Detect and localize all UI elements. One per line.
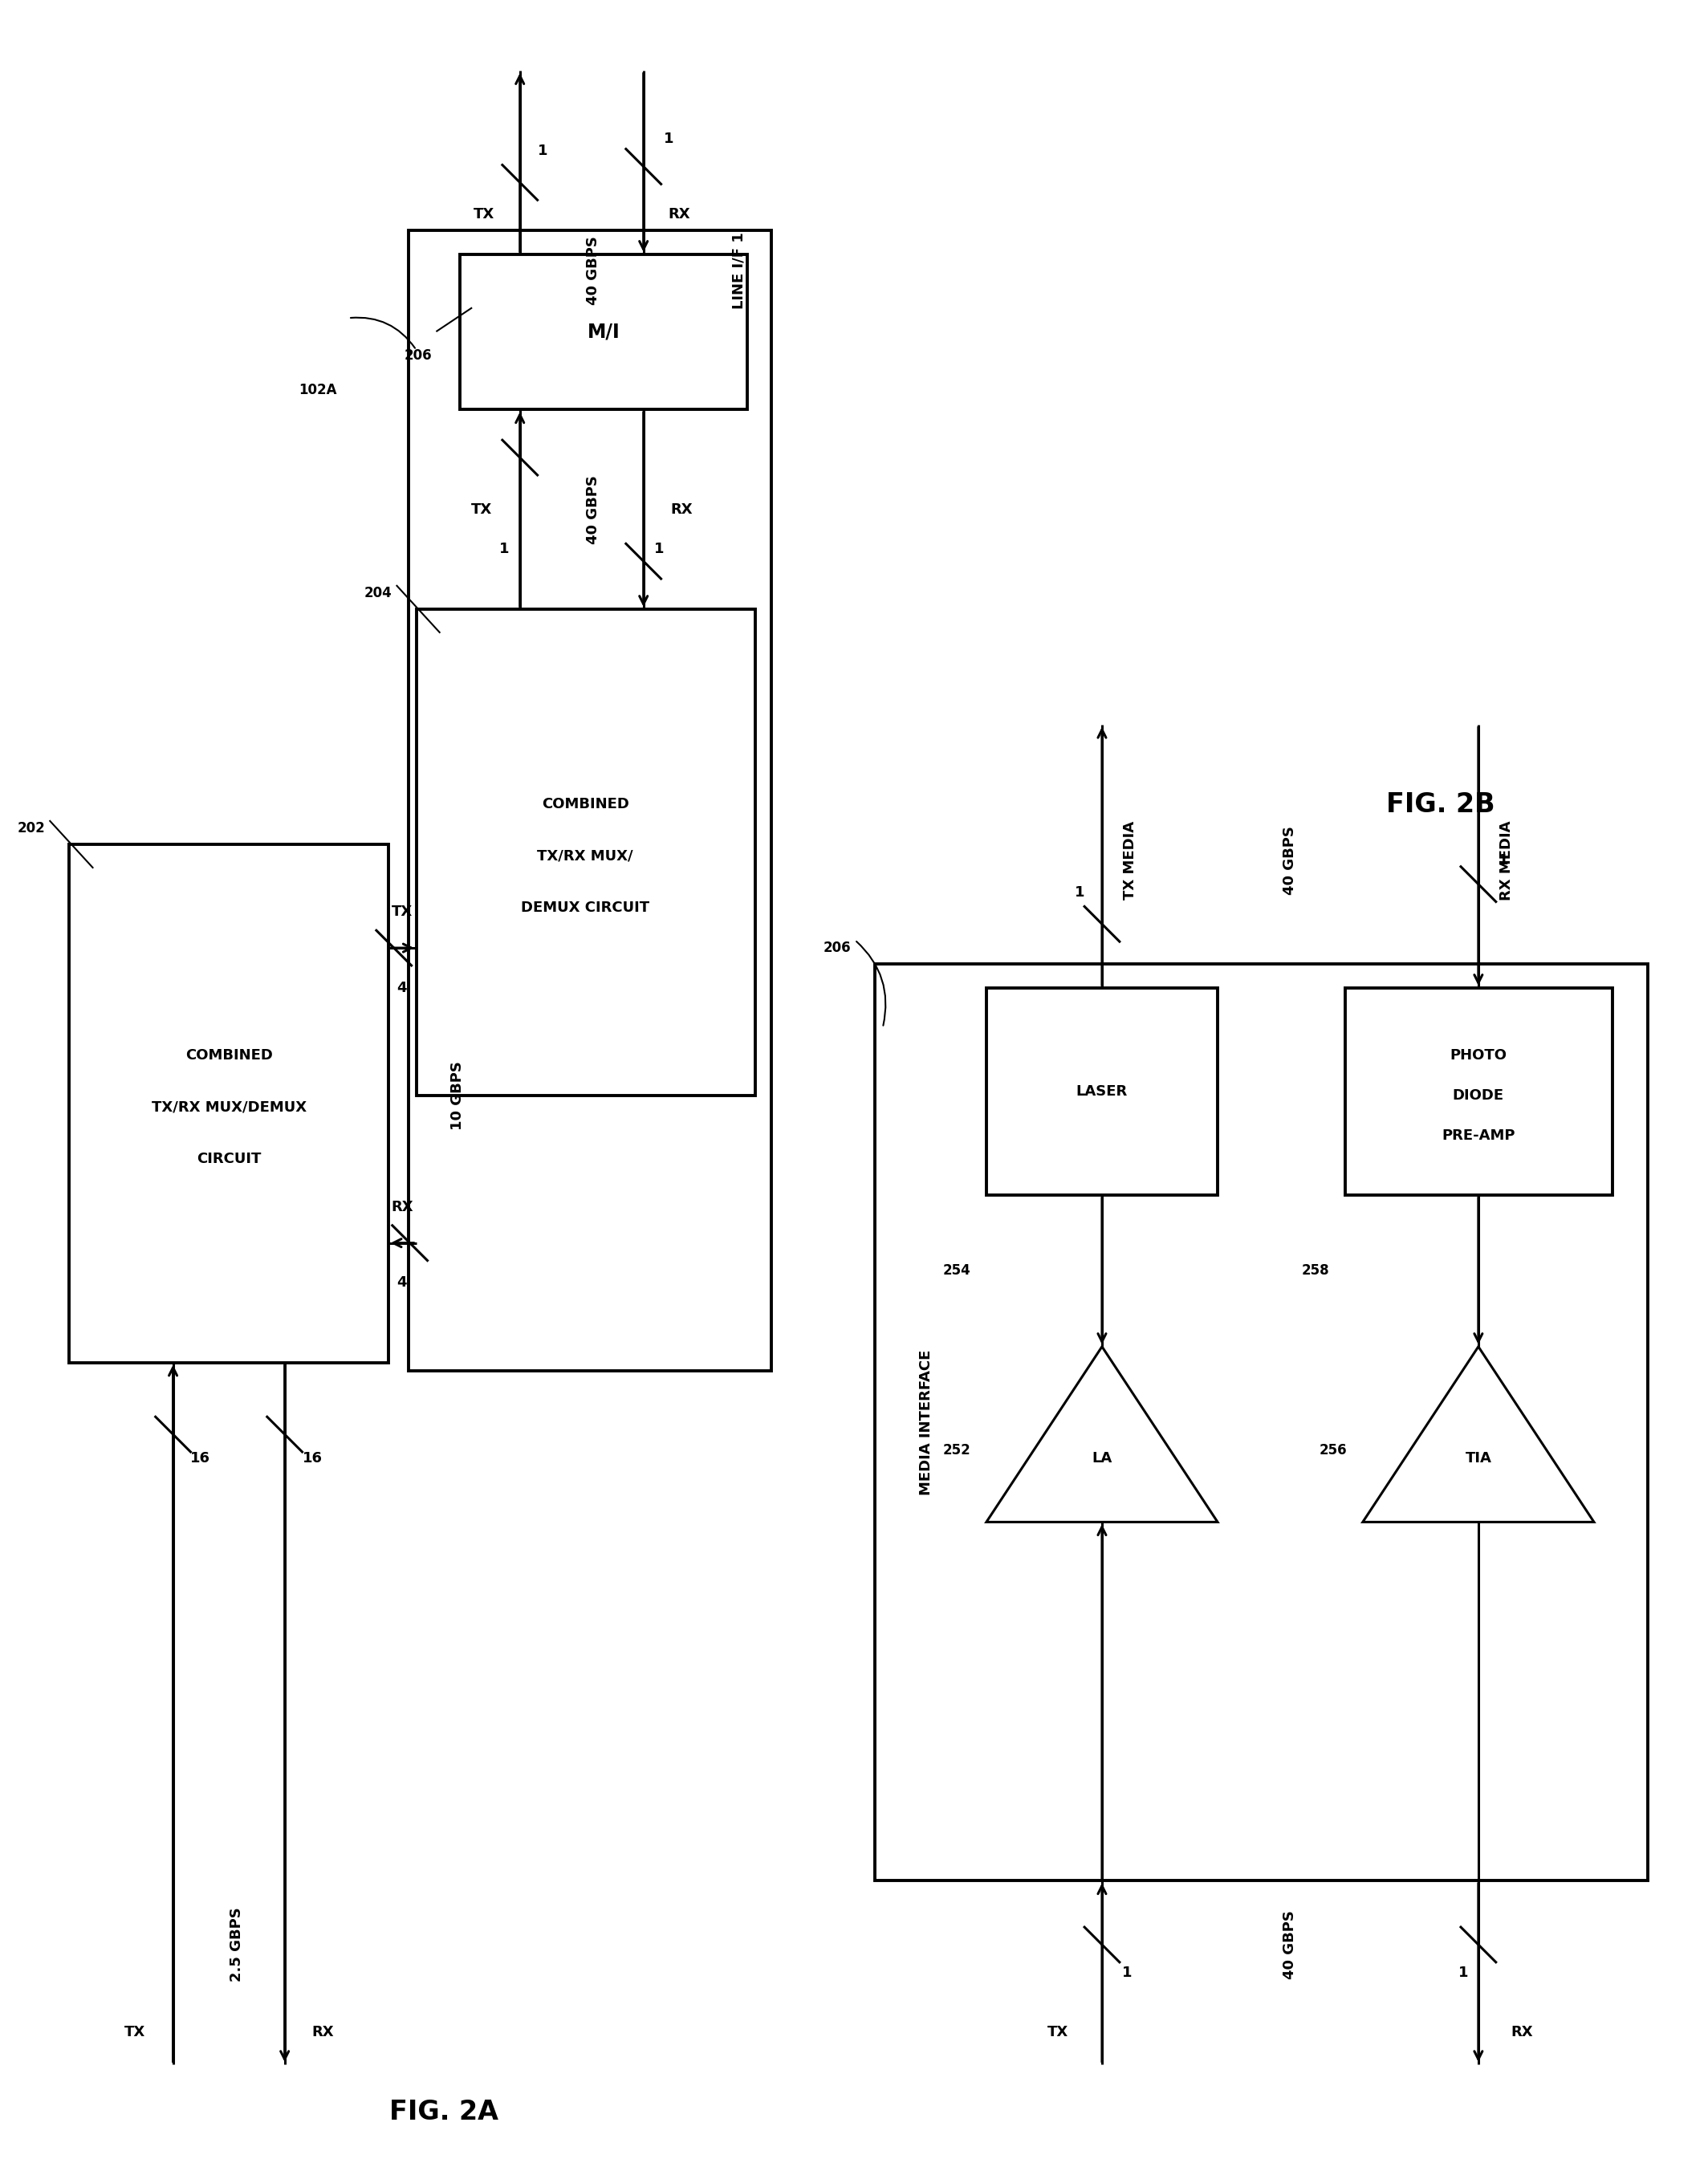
Bar	[408, 229, 770, 1371]
Text: 1: 1	[499, 543, 509, 556]
Bar	[874, 965, 1648, 1882]
Text: 40 GBPS: 40 GBPS	[586, 476, 601, 543]
Text: 258: 258	[1301, 1263, 1329, 1278]
Text: LINE I/F 1: LINE I/F 1	[733, 231, 746, 309]
Text: TX: TX	[391, 904, 412, 919]
Text: COMBINED: COMBINED	[184, 1049, 273, 1062]
Text: 40 GBPS: 40 GBPS	[1283, 826, 1298, 895]
Text: TX/RX MUX/DEMUX: TX/RX MUX/DEMUX	[152, 1101, 306, 1114]
Text: 252: 252	[943, 1443, 970, 1458]
Text: RX: RX	[668, 208, 690, 221]
Text: TIA: TIA	[1465, 1451, 1491, 1467]
Text: 1: 1	[1074, 885, 1085, 900]
Bar	[1346, 988, 1612, 1196]
Text: TX: TX	[1047, 2025, 1069, 2040]
Bar	[459, 255, 746, 409]
Bar	[70, 844, 388, 1363]
Text: PRE-AMP: PRE-AMP	[1442, 1129, 1515, 1142]
Text: RX MEDIA: RX MEDIA	[1500, 820, 1513, 900]
Text: RX: RX	[391, 1200, 413, 1213]
Text: MEDIA INTERFACE: MEDIA INTERFACE	[919, 1350, 934, 1495]
Text: 256: 256	[1319, 1443, 1348, 1458]
Text: TX: TX	[125, 2025, 145, 2040]
Text: 40 GBPS: 40 GBPS	[586, 236, 601, 305]
Text: 1: 1	[1122, 1966, 1132, 1979]
Text: FIG. 2B: FIG. 2B	[1387, 792, 1494, 818]
Text: 10 GBPS: 10 GBPS	[451, 1062, 465, 1129]
Text: 40 GBPS: 40 GBPS	[1283, 1910, 1298, 1979]
Text: 202: 202	[17, 822, 46, 835]
Text: TX: TX	[471, 502, 492, 517]
Text: 1: 1	[663, 132, 673, 145]
Text: TX MEDIA: TX MEDIA	[1122, 820, 1138, 900]
Text: 16: 16	[191, 1451, 210, 1467]
Text: 204: 204	[364, 586, 393, 601]
Text: 4: 4	[396, 980, 407, 995]
Text: 102A: 102A	[299, 383, 336, 398]
Text: 1: 1	[1459, 1966, 1469, 1979]
Text: 254: 254	[943, 1263, 970, 1278]
Text: RX: RX	[1512, 2025, 1534, 2040]
Text: CIRCUIT: CIRCUIT	[196, 1153, 261, 1166]
Text: COMBINED: COMBINED	[541, 798, 629, 811]
Text: DEMUX CIRCUIT: DEMUX CIRCUIT	[521, 900, 649, 915]
Text: 1: 1	[654, 543, 664, 556]
Text: LA: LA	[1091, 1451, 1112, 1467]
Text: 206: 206	[405, 348, 432, 363]
Text: 1: 1	[538, 143, 548, 158]
Text: TX/RX MUX/: TX/RX MUX/	[538, 850, 634, 863]
Text: RX: RX	[671, 502, 693, 517]
Text: 4: 4	[396, 1276, 407, 1289]
Text: M/I: M/I	[588, 322, 620, 342]
Text: RX: RX	[313, 2025, 335, 2040]
Text: PHOTO: PHOTO	[1450, 1049, 1506, 1062]
Text: LASER: LASER	[1076, 1084, 1127, 1099]
Bar	[417, 610, 755, 1094]
Text: TX: TX	[473, 208, 495, 221]
Text: 1: 1	[1498, 852, 1508, 867]
Text: 16: 16	[302, 1451, 323, 1467]
Text: 206: 206	[823, 941, 851, 956]
Text: FIG. 2A: FIG. 2A	[389, 2098, 499, 2126]
Bar	[986, 988, 1218, 1196]
Text: 2.5 GBPS: 2.5 GBPS	[229, 1908, 244, 1981]
Text: DIODE: DIODE	[1452, 1088, 1505, 1103]
